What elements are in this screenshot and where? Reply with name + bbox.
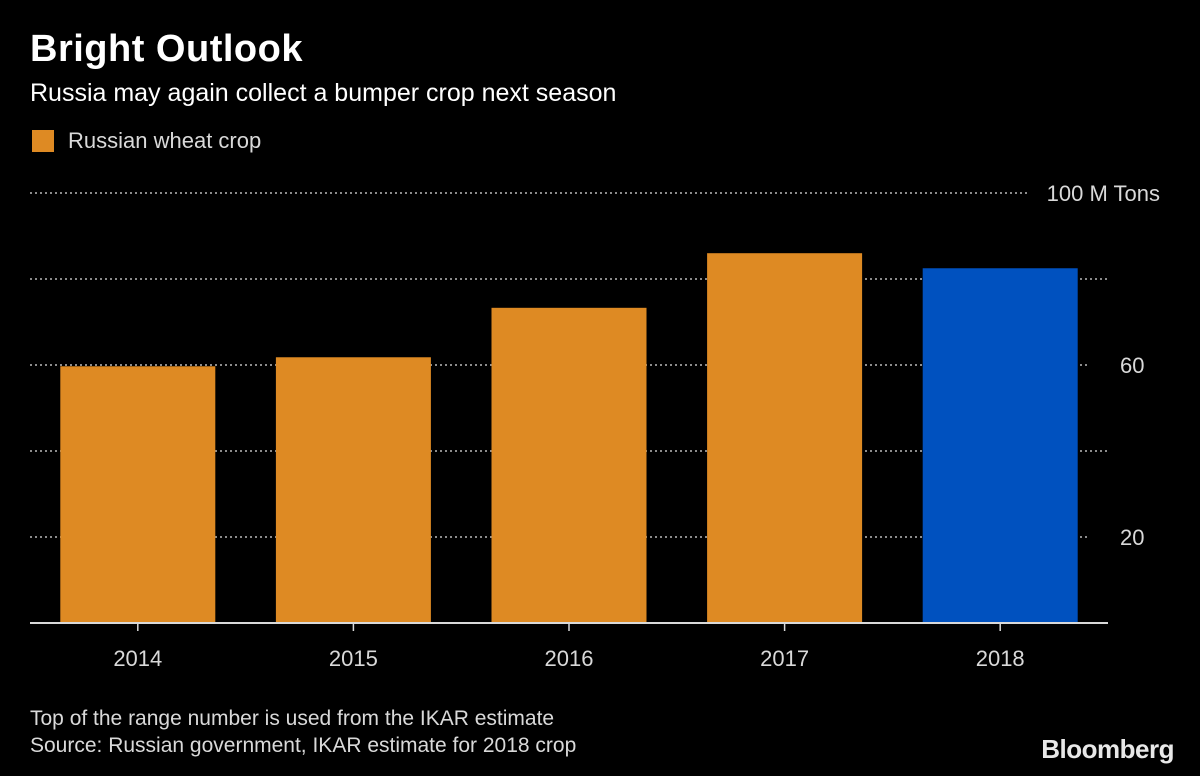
x-tick-label: 2018 xyxy=(976,646,1025,671)
x-tick-label: 2017 xyxy=(760,646,809,671)
bar xyxy=(275,357,431,623)
bar xyxy=(491,307,647,623)
bar xyxy=(922,268,1078,623)
bloomberg-logo: Bloomberg xyxy=(1041,734,1174,764)
y-tick-label: 60 xyxy=(1120,353,1144,378)
x-tick-label: 2015 xyxy=(329,646,378,671)
bar xyxy=(707,253,863,623)
y-tick-label: 100 M Tons xyxy=(1047,181,1160,206)
x-tick-label: 2014 xyxy=(113,646,162,671)
chart-title: Bright Outlook xyxy=(30,28,303,70)
x-tick-label: 2016 xyxy=(545,646,594,671)
legend-label: Russian wheat crop xyxy=(68,128,262,153)
footnote-note: Top of the range number is used from the… xyxy=(30,707,555,730)
bar xyxy=(60,366,216,623)
y-tick-label: 20 xyxy=(1120,525,1144,550)
footnote-source: Source: Russian government, IKAR estimat… xyxy=(30,734,577,757)
legend-swatch xyxy=(32,130,54,152)
legend: Russian wheat crop xyxy=(32,128,261,154)
chart-subtitle: Russia may again collect a bumper crop n… xyxy=(30,79,617,107)
